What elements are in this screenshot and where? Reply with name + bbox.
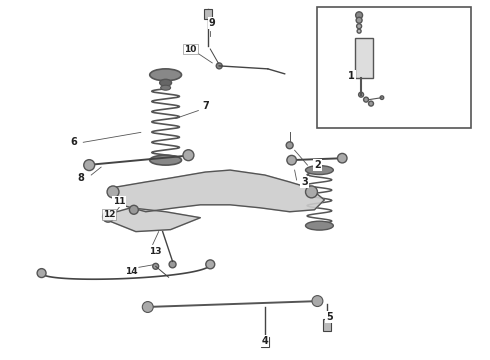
Text: 5: 5: [326, 312, 333, 322]
Polygon shape: [111, 170, 324, 212]
Ellipse shape: [160, 79, 172, 86]
Text: 14: 14: [124, 267, 137, 276]
Circle shape: [287, 156, 296, 165]
Polygon shape: [106, 208, 200, 231]
Ellipse shape: [161, 85, 171, 90]
Bar: [204, 9, 212, 19]
Circle shape: [312, 296, 323, 306]
Circle shape: [359, 92, 364, 97]
Circle shape: [380, 96, 384, 99]
Ellipse shape: [150, 155, 181, 165]
Circle shape: [37, 269, 46, 278]
Circle shape: [356, 12, 363, 19]
Circle shape: [306, 186, 318, 198]
Text: 12: 12: [103, 210, 115, 219]
Text: 10: 10: [184, 45, 196, 54]
Circle shape: [129, 205, 138, 214]
Circle shape: [357, 24, 362, 29]
Circle shape: [368, 101, 373, 106]
Circle shape: [84, 159, 95, 171]
Bar: [355, 38, 373, 78]
Text: 7: 7: [202, 100, 209, 111]
Ellipse shape: [150, 69, 181, 81]
FancyBboxPatch shape: [318, 7, 471, 129]
Circle shape: [364, 97, 368, 102]
Circle shape: [169, 261, 176, 268]
Bar: [323, 319, 331, 331]
Circle shape: [338, 153, 347, 163]
Circle shape: [206, 260, 215, 269]
Circle shape: [102, 211, 114, 222]
Circle shape: [183, 150, 194, 161]
Circle shape: [216, 63, 222, 69]
Circle shape: [142, 302, 153, 312]
Ellipse shape: [306, 166, 333, 175]
Circle shape: [107, 186, 119, 198]
Circle shape: [153, 264, 159, 269]
Circle shape: [356, 17, 362, 23]
Text: 9: 9: [209, 18, 216, 28]
Text: 1: 1: [348, 71, 355, 81]
Text: 4: 4: [262, 336, 268, 346]
Text: 3: 3: [301, 177, 308, 187]
Circle shape: [286, 142, 293, 149]
Text: 13: 13: [149, 247, 162, 256]
Text: 11: 11: [113, 197, 125, 206]
Text: 2: 2: [314, 160, 321, 170]
Circle shape: [357, 29, 361, 33]
Bar: [261, 337, 269, 347]
Ellipse shape: [306, 221, 333, 230]
Text: 8: 8: [78, 173, 85, 183]
Text: 6: 6: [70, 137, 77, 147]
